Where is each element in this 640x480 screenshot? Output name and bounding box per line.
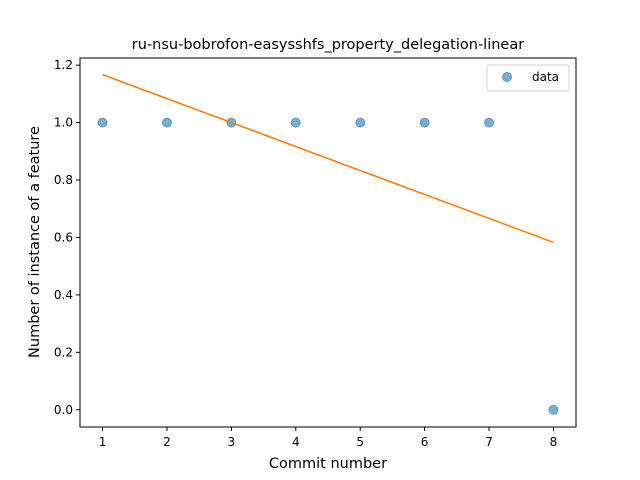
x-tick-label: 5 [356, 435, 364, 449]
data-point [290, 117, 301, 128]
data-point [97, 117, 108, 128]
x-tick-label: 6 [421, 435, 429, 449]
x-axis: 1 2 3 4 5 6 7 8 [99, 427, 558, 449]
y-tick-label: 0.8 [54, 173, 73, 187]
data-point [355, 117, 366, 128]
x-tick-label: 8 [550, 435, 558, 449]
y-axis: 0.0 0.2 0.4 0.6 0.8 1.0 1.2 [54, 58, 80, 417]
legend-marker-data [502, 72, 512, 82]
y-tick-label: 0.0 [54, 403, 73, 417]
y-tick-label: 0.4 [54, 288, 73, 302]
y-tick-label: 1.0 [54, 116, 73, 130]
x-tick-label: 1 [99, 435, 107, 449]
y-tick-label: 0.6 [54, 230, 73, 244]
data-point [548, 404, 559, 415]
y-tick-label: 0.2 [54, 345, 73, 359]
data-point [484, 117, 495, 128]
x-tick-label: 3 [228, 435, 236, 449]
axes-frame [79, 57, 577, 428]
legend-label-data: data [532, 70, 559, 84]
x-tick-label: 4 [292, 435, 300, 449]
x-axis-label: Commit number [269, 456, 387, 472]
chart-title: ru-nsu-bobrofon-easysshfs_property_deleg… [132, 37, 524, 53]
data-point [161, 117, 172, 128]
fit-line [102, 73, 554, 244]
y-axis-label: Number of instance of a feature [27, 126, 43, 358]
y-tick-label: 1.2 [54, 58, 73, 72]
legend-box [486, 64, 570, 92]
data-point [419, 117, 430, 128]
plot-area [79, 57, 577, 428]
series-layer [97, 73, 559, 415]
x-tick-label: 7 [485, 435, 493, 449]
x-tick-label: 2 [163, 435, 171, 449]
legend: data [486, 64, 570, 92]
